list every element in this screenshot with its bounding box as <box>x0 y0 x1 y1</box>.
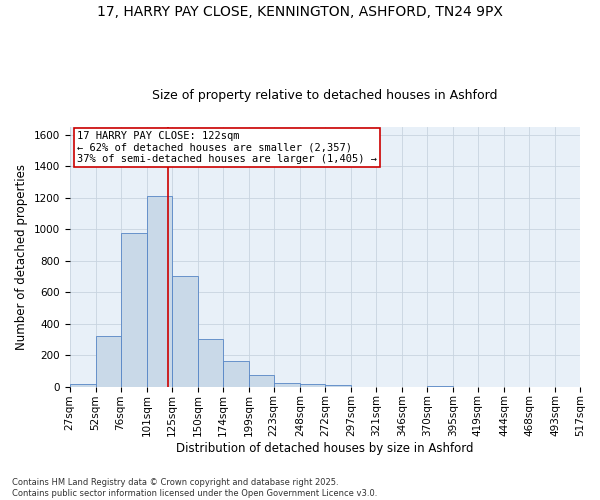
Text: Contains HM Land Registry data © Crown copyright and database right 2025.
Contai: Contains HM Land Registry data © Crown c… <box>12 478 377 498</box>
Bar <box>223 362 249 386</box>
Bar <box>274 382 300 386</box>
Y-axis label: Number of detached properties: Number of detached properties <box>15 164 28 350</box>
Title: Size of property relative to detached houses in Ashford: Size of property relative to detached ho… <box>152 89 497 102</box>
Bar <box>95 336 121 386</box>
Bar <box>70 384 95 386</box>
Bar <box>146 196 172 386</box>
Bar <box>121 233 146 386</box>
Bar <box>300 384 325 386</box>
Bar <box>197 338 223 386</box>
Text: 17 HARRY PAY CLOSE: 122sqm
← 62% of detached houses are smaller (2,357)
37% of s: 17 HARRY PAY CLOSE: 122sqm ← 62% of deta… <box>77 130 377 164</box>
Text: 17, HARRY PAY CLOSE, KENNINGTON, ASHFORD, TN24 9PX: 17, HARRY PAY CLOSE, KENNINGTON, ASHFORD… <box>97 5 503 19</box>
Bar <box>172 276 197 386</box>
X-axis label: Distribution of detached houses by size in Ashford: Distribution of detached houses by size … <box>176 442 473 455</box>
Bar <box>249 375 274 386</box>
Bar <box>325 385 351 386</box>
Bar <box>580 385 600 386</box>
